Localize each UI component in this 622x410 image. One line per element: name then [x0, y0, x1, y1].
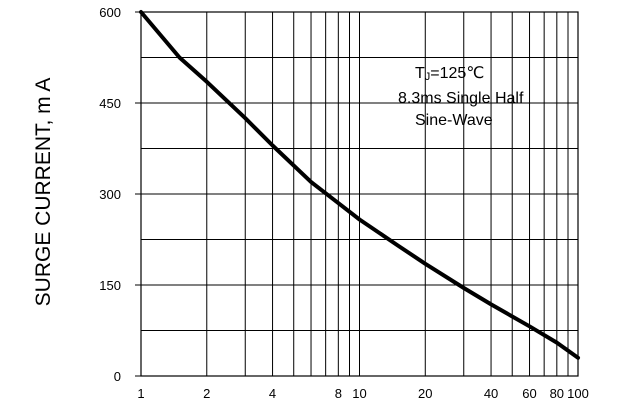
x-tick-label: 4: [269, 386, 276, 401]
x-tick-label: 20: [418, 386, 432, 401]
x-tick-label: 2: [203, 386, 210, 401]
y-tick-label: 300: [99, 187, 121, 202]
x-tick-label: 10: [352, 386, 366, 401]
annotation: TJ=125℃ 8.3ms Single Half Sine-Wave: [398, 65, 524, 129]
y-tick-label: 0: [114, 369, 121, 384]
y-axis-label: SURGE CURRENT, m A: [32, 78, 55, 307]
y-tick-labels: 0 150 300 450 600: [99, 5, 121, 384]
x-tick-label: 40: [484, 386, 498, 401]
annotation-line-2: 8.3ms Single Half: [398, 90, 524, 107]
y-tick-label: 600: [99, 5, 121, 20]
surge-current-curve: [139, 10, 580, 360]
annotation-subscript: J: [425, 71, 431, 83]
series-layer: [139, 10, 580, 360]
grid: [141, 12, 578, 376]
y-tick-label: 150: [99, 278, 121, 293]
x-tick-label: 1: [137, 386, 144, 401]
annotation-line-3: Sine-Wave: [415, 112, 493, 129]
annotation-value: =125℃: [430, 65, 484, 82]
x-tick-label: 60: [522, 386, 536, 401]
x-tick-labels: 1 2 4 8 10 20 40 60 80 100: [137, 386, 588, 401]
x-tick-label: 80: [550, 386, 564, 401]
x-tick-label: 100: [567, 386, 589, 401]
y-tick-label: 450: [99, 96, 121, 111]
x-tick-label: 8: [335, 386, 342, 401]
annotation-t: T: [415, 65, 425, 82]
annotation-line-1: TJ=125℃: [415, 65, 484, 83]
